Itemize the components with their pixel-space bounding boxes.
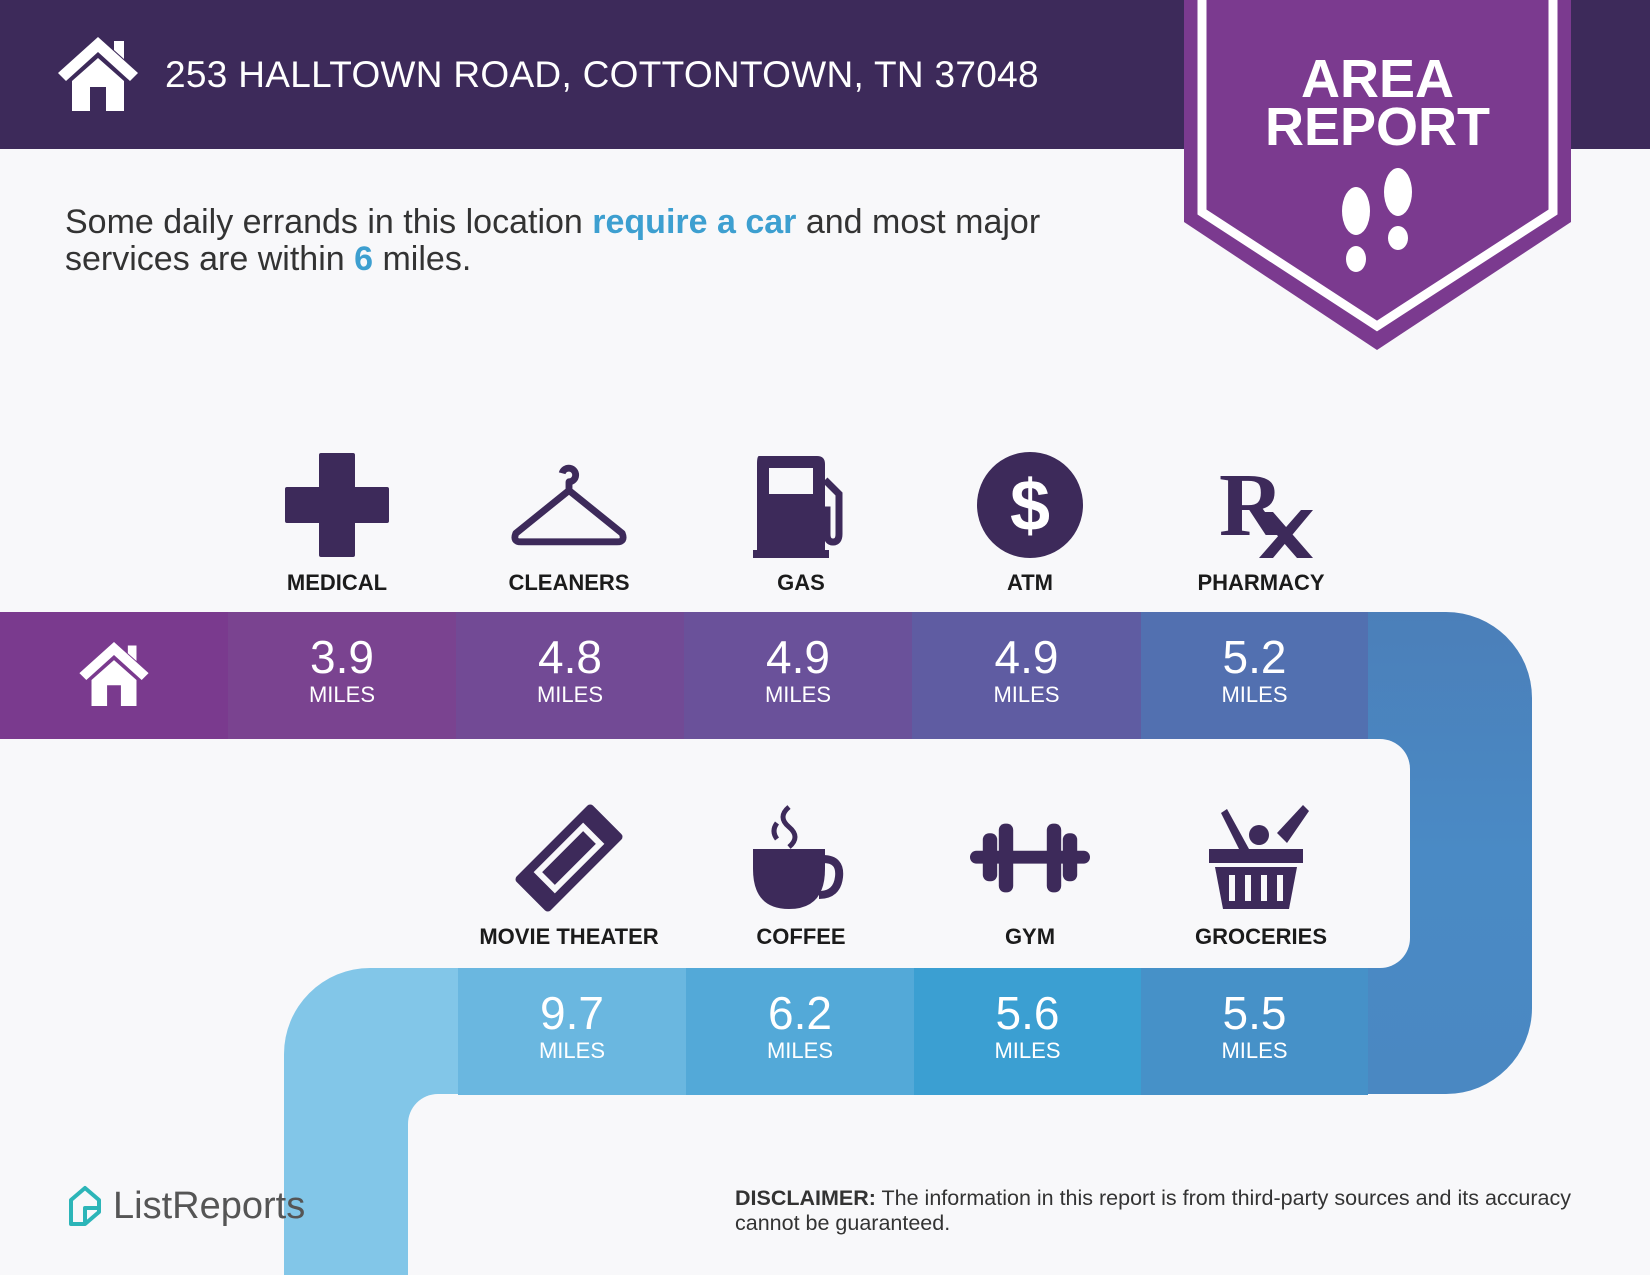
distance-value: 4.9 — [994, 631, 1059, 683]
medical-cross-icon — [285, 453, 389, 557]
distance-cell-cleaners: 4.8 MILES — [456, 612, 684, 739]
grocery-basket-icon — [1209, 805, 1309, 909]
intro-part: miles. — [373, 240, 472, 278]
disclaimer: DISCLAIMER: The information in this repo… — [735, 1186, 1595, 1236]
distance-unit: MILES — [993, 682, 1060, 707]
label-gym: GYM — [1004, 924, 1056, 949]
label-groceries: GROCERIES — [1194, 924, 1328, 949]
home-icon — [58, 37, 138, 111]
distance-unit: MILES — [538, 1038, 606, 1063]
dollar-icon: $ — [977, 452, 1083, 558]
distance-unit: MILES — [308, 682, 376, 707]
rx-icon: R — [1219, 456, 1313, 558]
distance-cell-movie-theater: 9.7 MILES — [458, 968, 686, 1095]
distance-cell-coffee: 6.2 MILES — [686, 968, 914, 1095]
disclaimer-label: DISCLAIMER: — [735, 1186, 876, 1210]
coffee-cup-icon — [753, 805, 844, 909]
distance-value: 5.5 — [1222, 987, 1287, 1039]
label-pharmacy: PHARMACY — [1197, 570, 1325, 595]
intro-part: and most major services are within — [65, 203, 1041, 278]
distance-unit: MILES — [1221, 1038, 1288, 1063]
distance-cell-gym: 5.6 MILES — [914, 968, 1141, 1095]
intro-text: Some daily errands in this location requ… — [65, 204, 1145, 278]
dumbbell-icon — [970, 823, 1090, 893]
distance-value: 4.9 — [766, 631, 830, 683]
label-movie-theater: MOVIE THEATER — [479, 924, 659, 949]
distance-unit: MILES — [766, 1038, 834, 1063]
label-cleaners: CLEANERS — [508, 570, 630, 595]
intro-highlight-miles: 6 — [354, 240, 374, 278]
distance-unit: MILES — [994, 1038, 1061, 1063]
distance-value: 5.2 — [1222, 631, 1287, 683]
home-icon — [79, 642, 149, 706]
distance-unit: MILES — [536, 682, 604, 707]
svg-text:R: R — [1219, 456, 1285, 555]
intro-highlight-car: require a car — [592, 203, 797, 241]
distance-cell-groceries: 5.5 MILES — [1141, 968, 1368, 1095]
ticket-icon — [515, 804, 623, 912]
label-medical: MEDICAL — [286, 570, 388, 595]
label-gas: GAS — [777, 570, 825, 595]
disclaimer-text: The information in this report is from t… — [735, 1186, 1571, 1235]
distance-cell-medical: 3.9 MILES — [228, 612, 456, 739]
distance-cell-gas: 4.9 MILES — [684, 612, 912, 739]
svg-text:$: $ — [1010, 466, 1050, 546]
distance-unit: MILES — [764, 682, 832, 707]
distance-value: 3.9 — [310, 631, 374, 683]
label-coffee: COFFEE — [756, 924, 846, 949]
listreports-logo: ListReports — [65, 1184, 305, 1228]
distance-value: 4.8 — [538, 631, 602, 683]
badge-line-1: AREA — [1300, 49, 1454, 109]
route-gap — [408, 1094, 1650, 1275]
distance-value: 5.6 — [995, 987, 1060, 1039]
gas-pump-icon — [753, 456, 843, 558]
area-report-badge: AREA REPORT — [1184, 0, 1571, 350]
logo-house-icon — [69, 1186, 101, 1226]
home-cell — [0, 612, 228, 739]
footprints-icon — [1342, 168, 1412, 272]
distance-value: 6.2 — [768, 987, 832, 1039]
intro-part: Some daily errands in this location — [65, 203, 593, 241]
address-title: 253 HALLTOWN ROAD, COTTONTOWN, TN 37048 — [165, 54, 1039, 95]
distance-cell-pharmacy: 5.2 MILES — [1141, 612, 1368, 739]
label-atm: ATM — [1006, 570, 1054, 595]
distance-cell-atm: 4.9 MILES — [912, 612, 1141, 739]
brand-name: ListReports — [113, 1184, 306, 1227]
hanger-icon — [511, 464, 627, 546]
badge-line-2: REPORT — [1264, 97, 1491, 157]
distance-unit: MILES — [1221, 682, 1288, 707]
distance-value: 9.7 — [540, 987, 604, 1039]
